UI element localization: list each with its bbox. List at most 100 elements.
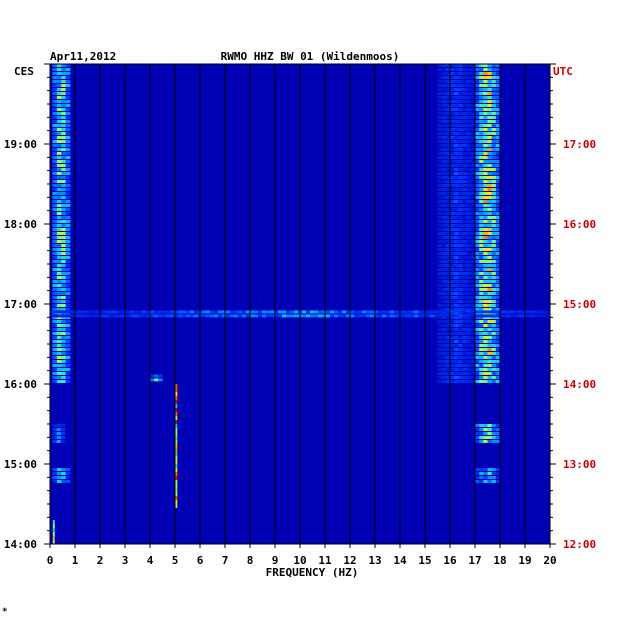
spectral-line-segment [175,484,178,488]
band-cell [495,228,501,231]
band-cell [479,264,484,267]
band-cell [466,132,472,135]
band-cell [450,368,455,371]
band-cell [454,236,459,239]
band-cell [475,88,480,91]
band-cell [470,340,476,343]
band-cell [462,314,467,318]
band-cell [487,352,492,355]
band-cell [445,204,451,207]
band-cell [483,264,488,267]
band-cell [445,236,451,239]
band-cell [495,364,501,367]
band-cell [458,296,463,299]
band-cell [441,280,447,283]
x-tick-label: 17 [468,554,481,567]
band-cell [495,376,501,379]
band-cell [470,192,476,195]
band-cell [479,380,484,383]
band-cell [56,316,62,319]
band-cell [475,192,480,195]
band-cell [483,76,488,79]
band-cell [282,310,287,314]
band-cell [65,84,71,87]
band-cell [52,116,58,119]
band-cell [90,310,95,314]
band-cell [466,220,472,223]
band-cell [487,280,492,283]
band-cell [454,284,459,287]
band-cell [65,112,71,115]
band-cell [462,168,467,171]
band-cell [495,64,501,67]
band-cell [466,180,472,183]
band-cell [441,316,447,319]
band-cell [483,248,488,251]
band-cell [466,84,472,87]
band-cell [441,100,447,103]
band-cell [470,248,476,251]
band-cell [479,368,484,371]
band-cell [441,112,447,115]
band-cell [458,380,463,383]
band-cell [483,312,488,315]
band-cell [56,268,62,271]
band-cell [52,252,58,255]
band-cell [458,196,463,199]
band-cell [475,188,480,191]
band-cell [458,128,463,131]
band-cell [466,332,472,335]
band-cell [495,160,501,163]
band-cell [61,164,66,167]
band-cell [262,310,267,314]
band-cell [445,180,451,183]
band-cell [61,252,66,255]
band-cell [52,276,58,279]
band-cell [495,344,501,347]
band-cell [491,480,497,483]
x-tick-label: 13 [368,554,381,567]
x-tick-label: 19 [518,554,531,567]
band-cell [462,64,467,67]
band-cell [479,64,484,67]
band-cell [487,304,492,307]
band-cell [454,224,459,227]
band-cell [454,320,459,323]
band-cell [390,310,395,314]
band-cell [483,148,488,151]
band-cell [491,372,497,375]
band-cell [466,300,472,303]
band-cell [56,156,62,159]
band-cell [52,348,58,351]
band-cell [65,116,71,119]
band-cell [445,352,451,355]
band-cell [479,136,484,139]
band-cell [154,378,159,382]
band-cell [458,172,463,175]
band-cell [495,240,501,243]
band-cell [483,176,488,179]
band-cell [202,314,207,318]
band-cell [495,356,501,359]
band-cell [445,192,451,195]
band-cell [495,184,501,187]
band-cell [294,310,299,314]
band-cell [491,172,497,175]
spectral-line-segment [175,432,178,436]
band-cell [470,272,476,275]
band-cell [61,76,66,79]
band-cell [518,314,523,318]
band-cell [495,276,501,279]
band-cell [458,160,463,163]
band-cell [441,204,447,207]
band-cell [483,472,488,475]
band-cell [52,320,58,323]
band-cell [441,220,447,223]
band-cell [65,132,71,135]
band-cell [450,108,455,111]
band-cell [491,176,497,179]
station-title: RWMO HHZ BW 01 (Wildenmoos) [221,50,400,63]
band-cell [445,244,451,247]
band-cell [52,272,58,275]
band-cell [487,216,492,219]
